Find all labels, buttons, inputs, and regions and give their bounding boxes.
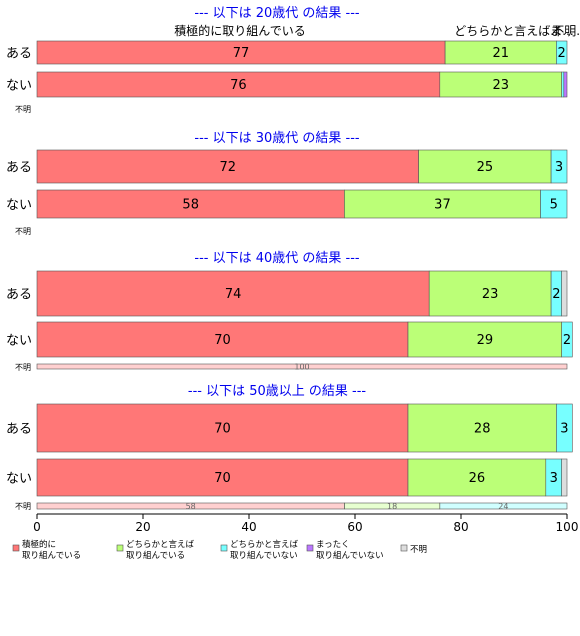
unknown-bar-2-value-label-0: 100 — [294, 362, 309, 371]
top-header-label-3: 不明... — [552, 24, 580, 38]
bar-1-1-value-label-1: 37 — [434, 198, 451, 213]
legend-swatch-3 — [306, 544, 314, 552]
bar-0-0-value-label-1: 21 — [492, 46, 509, 61]
bar-3-1-segment-0 — [36, 458, 409, 497]
bar-3-0-segment-0 — [36, 403, 409, 453]
legend-label-1: どちらかと言えば — [126, 539, 195, 550]
bar-3-0-value-label-0: 70 — [214, 422, 231, 437]
unknown-label-0: 不明 — [15, 105, 31, 114]
row-label-2-1: ない — [6, 334, 32, 349]
bar-3-0-segment-2 — [556, 403, 573, 453]
legend-swatch-1 — [116, 544, 124, 552]
x-tick-label-5: 100 — [556, 520, 579, 534]
bar-0-1-segment-2 — [561, 71, 565, 98]
unknown-label-2: 不明 — [15, 363, 31, 372]
x-tick-label-0: 0 — [33, 520, 41, 534]
top-header-label-0: 積極的に取り組んでいる — [174, 23, 305, 38]
bar-2-1-segment-1 — [407, 321, 562, 358]
bar-3-0-segment-1 — [407, 403, 557, 453]
top-header-label-2: ま... — [550, 24, 573, 38]
bar-2-0-value-label-0: 74 — [225, 287, 242, 302]
bar-0-0-value-label-0: 77 — [233, 46, 250, 61]
row-label-3-0: ある — [6, 422, 32, 437]
legend-label-4: 不明 — [410, 545, 427, 555]
bar-2-1-segment-0 — [36, 321, 409, 358]
row-label-1-0: ある — [6, 161, 32, 176]
bar-2-1-value-label-2: 2 — [563, 333, 571, 348]
bar-1-1-segment-2 — [540, 189, 568, 219]
row-label-0-1: ない — [6, 79, 32, 94]
row-label-3-1: ない — [6, 472, 32, 487]
legend-swatch-4 — [400, 544, 408, 552]
bar-0-0-segment-2 — [556, 40, 568, 65]
unknown-bar-2-segment-0 — [36, 363, 568, 370]
bar-2-0-segment-0 — [36, 270, 430, 317]
bar-1-1-segment-0 — [36, 189, 345, 219]
legend-label-0-line2: 取り組んでいる — [22, 550, 81, 561]
legend-label-2: どちらかと言えば — [230, 539, 299, 550]
bar-1-1-value-label-0: 58 — [182, 198, 199, 213]
row-label-2-0: ある — [6, 288, 32, 303]
bar-0-1-value-label-1: 23 — [492, 78, 509, 93]
bar-2-0-value-label-1: 23 — [482, 287, 499, 302]
bar-3-1-value-label-1: 26 — [469, 471, 486, 486]
top-header-label-1: どちらかと言えば... — [454, 24, 561, 38]
bar-1-1-segment-1 — [344, 189, 541, 219]
bar-0-1-segment-0 — [36, 71, 441, 98]
bar-1-0-segment-1 — [418, 149, 552, 184]
x-tick-label-3: 60 — [347, 520, 362, 534]
bar-2-1-value-label-0: 70 — [214, 333, 231, 348]
bar-3-0-value-label-2: 3 — [560, 422, 568, 437]
x-tick-label-2: 40 — [241, 520, 256, 534]
legend-label-1-line2: 取り組んでいる — [126, 550, 185, 561]
bar-0-1-segment-3 — [563, 71, 568, 98]
row-label-1-1: ない — [6, 198, 32, 213]
bar-1-0-segment-2 — [550, 149, 568, 184]
legend-label-3-line2: 取り組んでいない — [316, 550, 384, 561]
bar-0-0-value-label-2: 2 — [558, 46, 566, 61]
unknown-label-1: 不明 — [15, 227, 31, 236]
bar-1-0-value-label-1: 25 — [477, 160, 494, 175]
bar-3-0-value-label-1: 28 — [474, 422, 491, 437]
unknown-bar-3-value-label-2: 24 — [498, 502, 508, 511]
bar-1-0-value-label-2: 3 — [555, 160, 563, 175]
panel-title-1: --- 以下は 30歳代 の結果 --- — [194, 131, 360, 146]
bar-2-0-value-label-2: 2 — [552, 287, 560, 302]
bar-1-1-value-label-2: 5 — [550, 198, 558, 213]
bar-2-0-segment-4 — [561, 270, 568, 317]
bar-1-0-value-label-0: 72 — [220, 160, 237, 175]
bar-0-1-value-label-0: 76 — [230, 78, 247, 93]
legend-label-3: まったく — [316, 540, 350, 550]
bar-2-1-value-label-1: 29 — [477, 333, 494, 348]
panel-title-3: --- 以下は 50歳以上 の結果 --- — [188, 384, 367, 399]
legend-label-2-line2: 取り組んでいない — [230, 550, 298, 561]
bar-2-1-segment-2 — [561, 321, 573, 358]
panel-title-0: --- 以下は 20歳代 の結果 --- — [194, 6, 360, 21]
legend-swatch-2 — [220, 544, 228, 552]
unknown-bar-3-value-label-0: 58 — [186, 502, 196, 511]
legend-label-0: 積極的に — [22, 539, 56, 550]
bar-3-1-segment-1 — [407, 458, 547, 497]
x-tick-label-1: 20 — [135, 520, 150, 534]
unknown-bar-3-value-label-1: 18 — [387, 502, 397, 511]
legend-swatch-0 — [12, 544, 20, 552]
unknown-bar-3-segment-2 — [439, 502, 568, 510]
unknown-label-3: 不明 — [15, 502, 31, 511]
bar-0-1-segment-1 — [439, 71, 562, 98]
bar-3-1-value-label-0: 70 — [214, 471, 231, 486]
x-tick-label-4: 80 — [453, 520, 468, 534]
bar-3-1-value-label-2: 3 — [550, 471, 558, 486]
bar-1-0-segment-0 — [36, 149, 419, 184]
panel-title-2: --- 以下は 40歳代 の結果 --- — [194, 251, 360, 266]
bar-3-1-segment-4 — [561, 458, 568, 497]
row-label-0-0: ある — [6, 47, 32, 62]
